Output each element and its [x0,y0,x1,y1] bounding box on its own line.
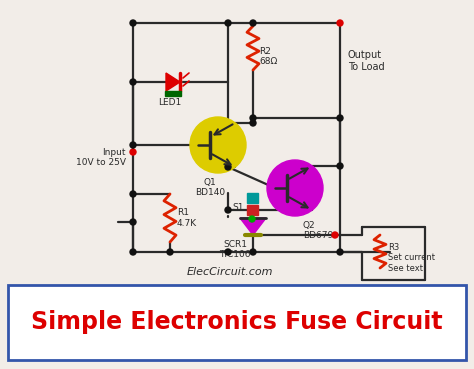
FancyBboxPatch shape [165,91,181,96]
Circle shape [130,79,136,85]
Text: R3
Set current
See text: R3 Set current See text [388,243,435,273]
Circle shape [130,20,136,26]
Circle shape [225,164,231,170]
Circle shape [250,20,256,26]
Circle shape [337,20,343,26]
Circle shape [225,20,231,26]
Circle shape [130,249,136,255]
FancyBboxPatch shape [247,193,258,203]
Text: S1: S1 [233,203,244,211]
Circle shape [190,117,246,173]
Text: Input
10V to 25V: Input 10V to 25V [76,148,126,168]
Text: Q2
BD679: Q2 BD679 [303,221,333,240]
Polygon shape [166,73,180,91]
Text: LED1: LED1 [158,98,182,107]
Text: Simple Electronics Fuse Circuit: Simple Electronics Fuse Circuit [31,310,443,335]
Circle shape [337,115,343,121]
Circle shape [130,191,136,197]
Circle shape [130,149,136,155]
Text: ElecCircuit.com: ElecCircuit.com [187,267,273,277]
Circle shape [250,249,256,255]
Circle shape [332,232,338,238]
Circle shape [337,249,343,255]
Text: R2
68Ω: R2 68Ω [259,47,277,66]
Circle shape [337,163,343,169]
Polygon shape [240,218,266,235]
Circle shape [249,216,255,222]
Circle shape [250,115,256,121]
Circle shape [130,219,136,225]
Text: SCR1
TIC106: SCR1 TIC106 [219,240,251,259]
Circle shape [225,249,231,255]
Circle shape [250,120,256,126]
Circle shape [130,142,136,148]
FancyBboxPatch shape [8,285,466,360]
Text: Q1
BD140: Q1 BD140 [195,178,225,197]
Text: Output
To Load: Output To Load [348,50,384,72]
Circle shape [267,160,323,216]
Circle shape [167,249,173,255]
FancyBboxPatch shape [247,205,258,215]
Circle shape [225,207,231,213]
Text: R1
4.7K: R1 4.7K [177,208,197,228]
